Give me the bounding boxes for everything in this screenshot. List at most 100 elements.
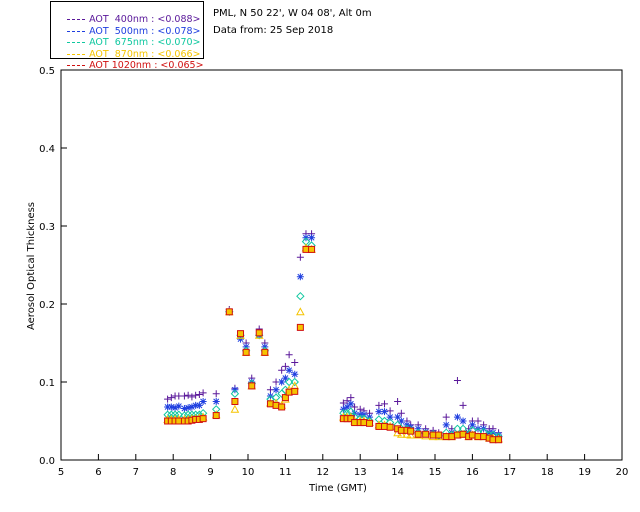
plus-marker [180, 392, 188, 400]
x-tick-label: 20 [616, 467, 629, 478]
square-marker [442, 433, 450, 441]
plus-marker [212, 390, 220, 398]
star-marker [489, 429, 497, 437]
series-aot-1020nm [164, 245, 503, 444]
y-tick-label: 0.0 [39, 456, 55, 467]
star-marker [381, 408, 389, 416]
plus-marker [192, 391, 200, 399]
star-marker [272, 386, 280, 394]
star-marker [184, 404, 192, 412]
legend-label: AOT 870nm : <0.066> [89, 48, 201, 60]
diamond-marker [374, 415, 384, 424]
square-marker [386, 423, 394, 431]
x-tick-label: 9 [207, 467, 213, 478]
triangle-marker [406, 430, 416, 439]
plus-marker [381, 400, 389, 408]
star-marker [188, 403, 196, 411]
plus-marker [394, 398, 402, 405]
plus-marker [343, 397, 351, 405]
star-marker [485, 429, 493, 437]
plus-marker [347, 394, 355, 402]
plus-marker [339, 399, 347, 407]
triangle-marker [296, 307, 305, 316]
star-marker [308, 234, 316, 242]
star-marker [468, 421, 476, 429]
x-tick-label: 19 [578, 467, 591, 478]
plus-marker [291, 359, 299, 366]
legend-item-1020nm: AOT 1020nm : <0.065> [55, 49, 204, 71]
diamond-marker [230, 389, 240, 398]
x-tick-label: 17 [503, 467, 516, 478]
x-tick-label: 13 [354, 467, 367, 478]
square-marker [285, 388, 293, 396]
x-tick-label: 12 [316, 467, 329, 478]
x-tick-label: 7 [133, 467, 139, 478]
plus-marker [184, 391, 192, 399]
legend-swatch [67, 30, 86, 32]
diamond-marker [296, 291, 305, 301]
plus-marker [195, 390, 203, 398]
square-marker [237, 330, 245, 338]
square-marker [375, 422, 383, 430]
x-tick-label: 6 [95, 467, 101, 478]
star-marker [442, 421, 450, 429]
square-marker [175, 417, 183, 425]
legend-swatch [67, 42, 86, 43]
square-marker [414, 430, 422, 438]
star-marker [453, 413, 461, 421]
star-marker [212, 398, 220, 405]
plus-marker [285, 351, 293, 359]
diamond-marker [346, 407, 356, 416]
square-marker [225, 308, 233, 316]
plus-marker [375, 401, 383, 409]
legend-item-400nm: AOT 400nm : <0.088> [55, 3, 201, 25]
square-marker [248, 382, 256, 390]
star-marker [347, 400, 355, 408]
plus-marker [386, 407, 394, 415]
legend-item-500nm: AOT 500nm : <0.078> [55, 15, 201, 37]
plus-marker [474, 417, 482, 425]
site-info: PML, N 50 22', W 04 08', Alt 0m [213, 8, 372, 19]
y-tick-label: 0.5 [39, 66, 55, 77]
square-marker [480, 433, 488, 441]
star-marker [195, 401, 203, 409]
square-marker [242, 348, 250, 356]
square-marker [448, 433, 456, 441]
plus-marker [442, 413, 450, 421]
square-marker [474, 433, 482, 441]
square-marker [435, 431, 443, 439]
square-marker [351, 419, 359, 427]
legend-swatch [67, 53, 86, 55]
star-marker [343, 403, 351, 411]
legend: AOT 400nm : <0.088> AOT 500nm : <0.078> … [50, 1, 204, 71]
legend-swatch [67, 19, 86, 20]
series-aot-675nm [163, 237, 503, 441]
square-marker [231, 398, 239, 405]
star-marker [281, 374, 289, 382]
y-tick-label: 0.3 [39, 222, 55, 233]
plus-marker [351, 403, 359, 411]
plus-marker [459, 401, 467, 409]
star-marker [397, 417, 405, 425]
plus-marker [296, 253, 304, 261]
star-marker [199, 398, 207, 405]
plus-marker [278, 366, 286, 374]
square-marker [266, 400, 274, 408]
square-marker [302, 245, 310, 253]
square-marker [422, 430, 430, 438]
x-axis-label: Time (GMT) [308, 483, 367, 494]
star-marker [278, 378, 286, 386]
plus-marker [397, 409, 405, 417]
square-marker [429, 431, 437, 439]
square-marker [397, 426, 405, 434]
y-tick-label: 0.2 [39, 300, 55, 311]
x-tick-label: 11 [279, 467, 292, 478]
plot-frame [60, 69, 623, 461]
x-tick-label: 15 [429, 467, 442, 478]
x-tick-label: 5 [58, 467, 64, 478]
square-marker [308, 245, 316, 253]
square-marker [381, 422, 389, 430]
square-marker [453, 431, 461, 439]
legend-label: AOT 1020nm : <0.065> [89, 60, 204, 71]
